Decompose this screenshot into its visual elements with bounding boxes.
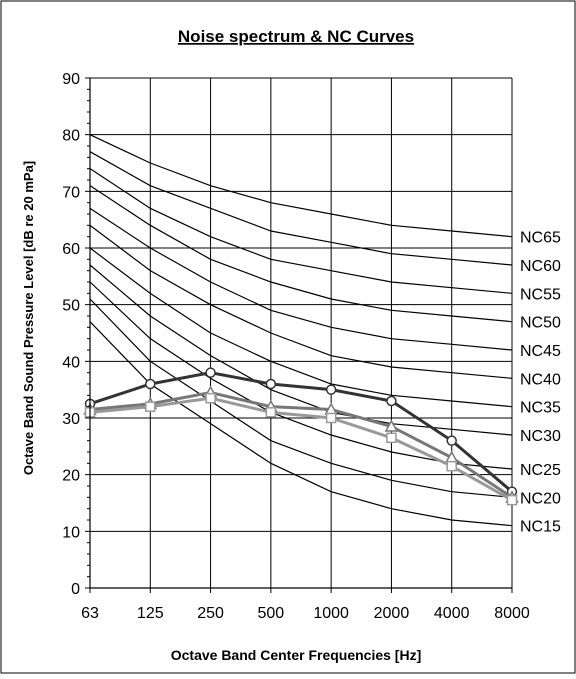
data-point-square bbox=[446, 460, 457, 472]
nc-curve-label: NC65 bbox=[520, 230, 561, 247]
data-point-square bbox=[506, 494, 518, 506]
data-point-square bbox=[386, 432, 397, 444]
nc-curve-label: NC45 bbox=[520, 343, 561, 360]
nc-curve bbox=[89, 264, 513, 436]
nc-curve-label: NC50 bbox=[520, 315, 561, 332]
nc-curve bbox=[89, 224, 513, 379]
x-tick-label: 1000 bbox=[313, 605, 349, 622]
axes bbox=[85, 77, 513, 593]
data-series bbox=[83, 367, 519, 506]
nc-curve bbox=[89, 151, 513, 266]
x-tick-label: 63 bbox=[81, 605, 99, 622]
nc-curve bbox=[89, 168, 513, 294]
spectrum-line bbox=[89, 371, 513, 493]
nc-curve-label: NC60 bbox=[520, 258, 561, 275]
nc-curve bbox=[89, 247, 513, 408]
spectrum-line bbox=[89, 390, 513, 499]
data-point-square bbox=[325, 412, 337, 424]
data-point-square bbox=[205, 392, 216, 404]
data-point-square bbox=[145, 401, 156, 412]
nc-curve-label: NC30 bbox=[520, 428, 561, 445]
x-tick-label: 2000 bbox=[374, 605, 410, 622]
y-tick-label: 20 bbox=[62, 468, 80, 485]
nc-curve bbox=[89, 207, 513, 351]
data-point-circle bbox=[386, 395, 397, 407]
y-tick-label: 90 bbox=[62, 71, 80, 88]
y-tick-label: 60 bbox=[62, 241, 80, 258]
chart-title: Noise spectrum & NC Curves bbox=[178, 27, 414, 46]
y-tick-label: 80 bbox=[62, 128, 80, 145]
y-tick-label: 0 bbox=[71, 581, 80, 598]
nc-curves bbox=[89, 134, 513, 527]
nc-curve bbox=[89, 134, 513, 238]
nc-curve-label: NC35 bbox=[520, 400, 561, 417]
data-point-square bbox=[265, 407, 277, 418]
y-axis-label: Octave Band Sound Pressure Level [dB re … bbox=[21, 161, 36, 475]
data-point-circle bbox=[145, 378, 156, 390]
x-tick-label: 8000 bbox=[494, 605, 530, 622]
spectrum-line bbox=[89, 396, 513, 502]
x-tick-label: 125 bbox=[137, 605, 164, 622]
y-tick-label: 10 bbox=[62, 524, 80, 541]
x-axis-label: Octave Band Center Frequencies [Hz] bbox=[171, 647, 422, 663]
x-tick-label: 500 bbox=[258, 605, 285, 622]
nc-curve-label: NC55 bbox=[520, 286, 561, 303]
y-tick-label: 50 bbox=[62, 298, 80, 315]
data-point-circle bbox=[265, 378, 277, 390]
x-tick-label: 250 bbox=[197, 605, 224, 622]
nc-curve bbox=[89, 185, 513, 323]
y-tick-label: 40 bbox=[62, 354, 80, 371]
data-point-triangle bbox=[384, 419, 399, 432]
nc-curve bbox=[89, 298, 513, 498]
nc-curve-label: NC25 bbox=[520, 462, 561, 479]
tick-labels: 0 10 20 30 40 50 60 70 80 90 63 125 250 500 1000 2000 40… bbox=[62, 71, 561, 622]
y-tick-label: 30 bbox=[62, 411, 80, 428]
nc-curve-label: NC15 bbox=[520, 519, 561, 536]
data-point-circle bbox=[446, 435, 457, 446]
data-point-circle bbox=[325, 384, 337, 395]
nc-curve-label: NC40 bbox=[520, 371, 561, 388]
nc-curve bbox=[89, 321, 513, 527]
x-tick-label: 4000 bbox=[434, 605, 470, 622]
nc-curve-label: NC20 bbox=[520, 490, 561, 507]
y-tick-label: 70 bbox=[62, 184, 80, 201]
data-point-circle bbox=[205, 367, 216, 378]
